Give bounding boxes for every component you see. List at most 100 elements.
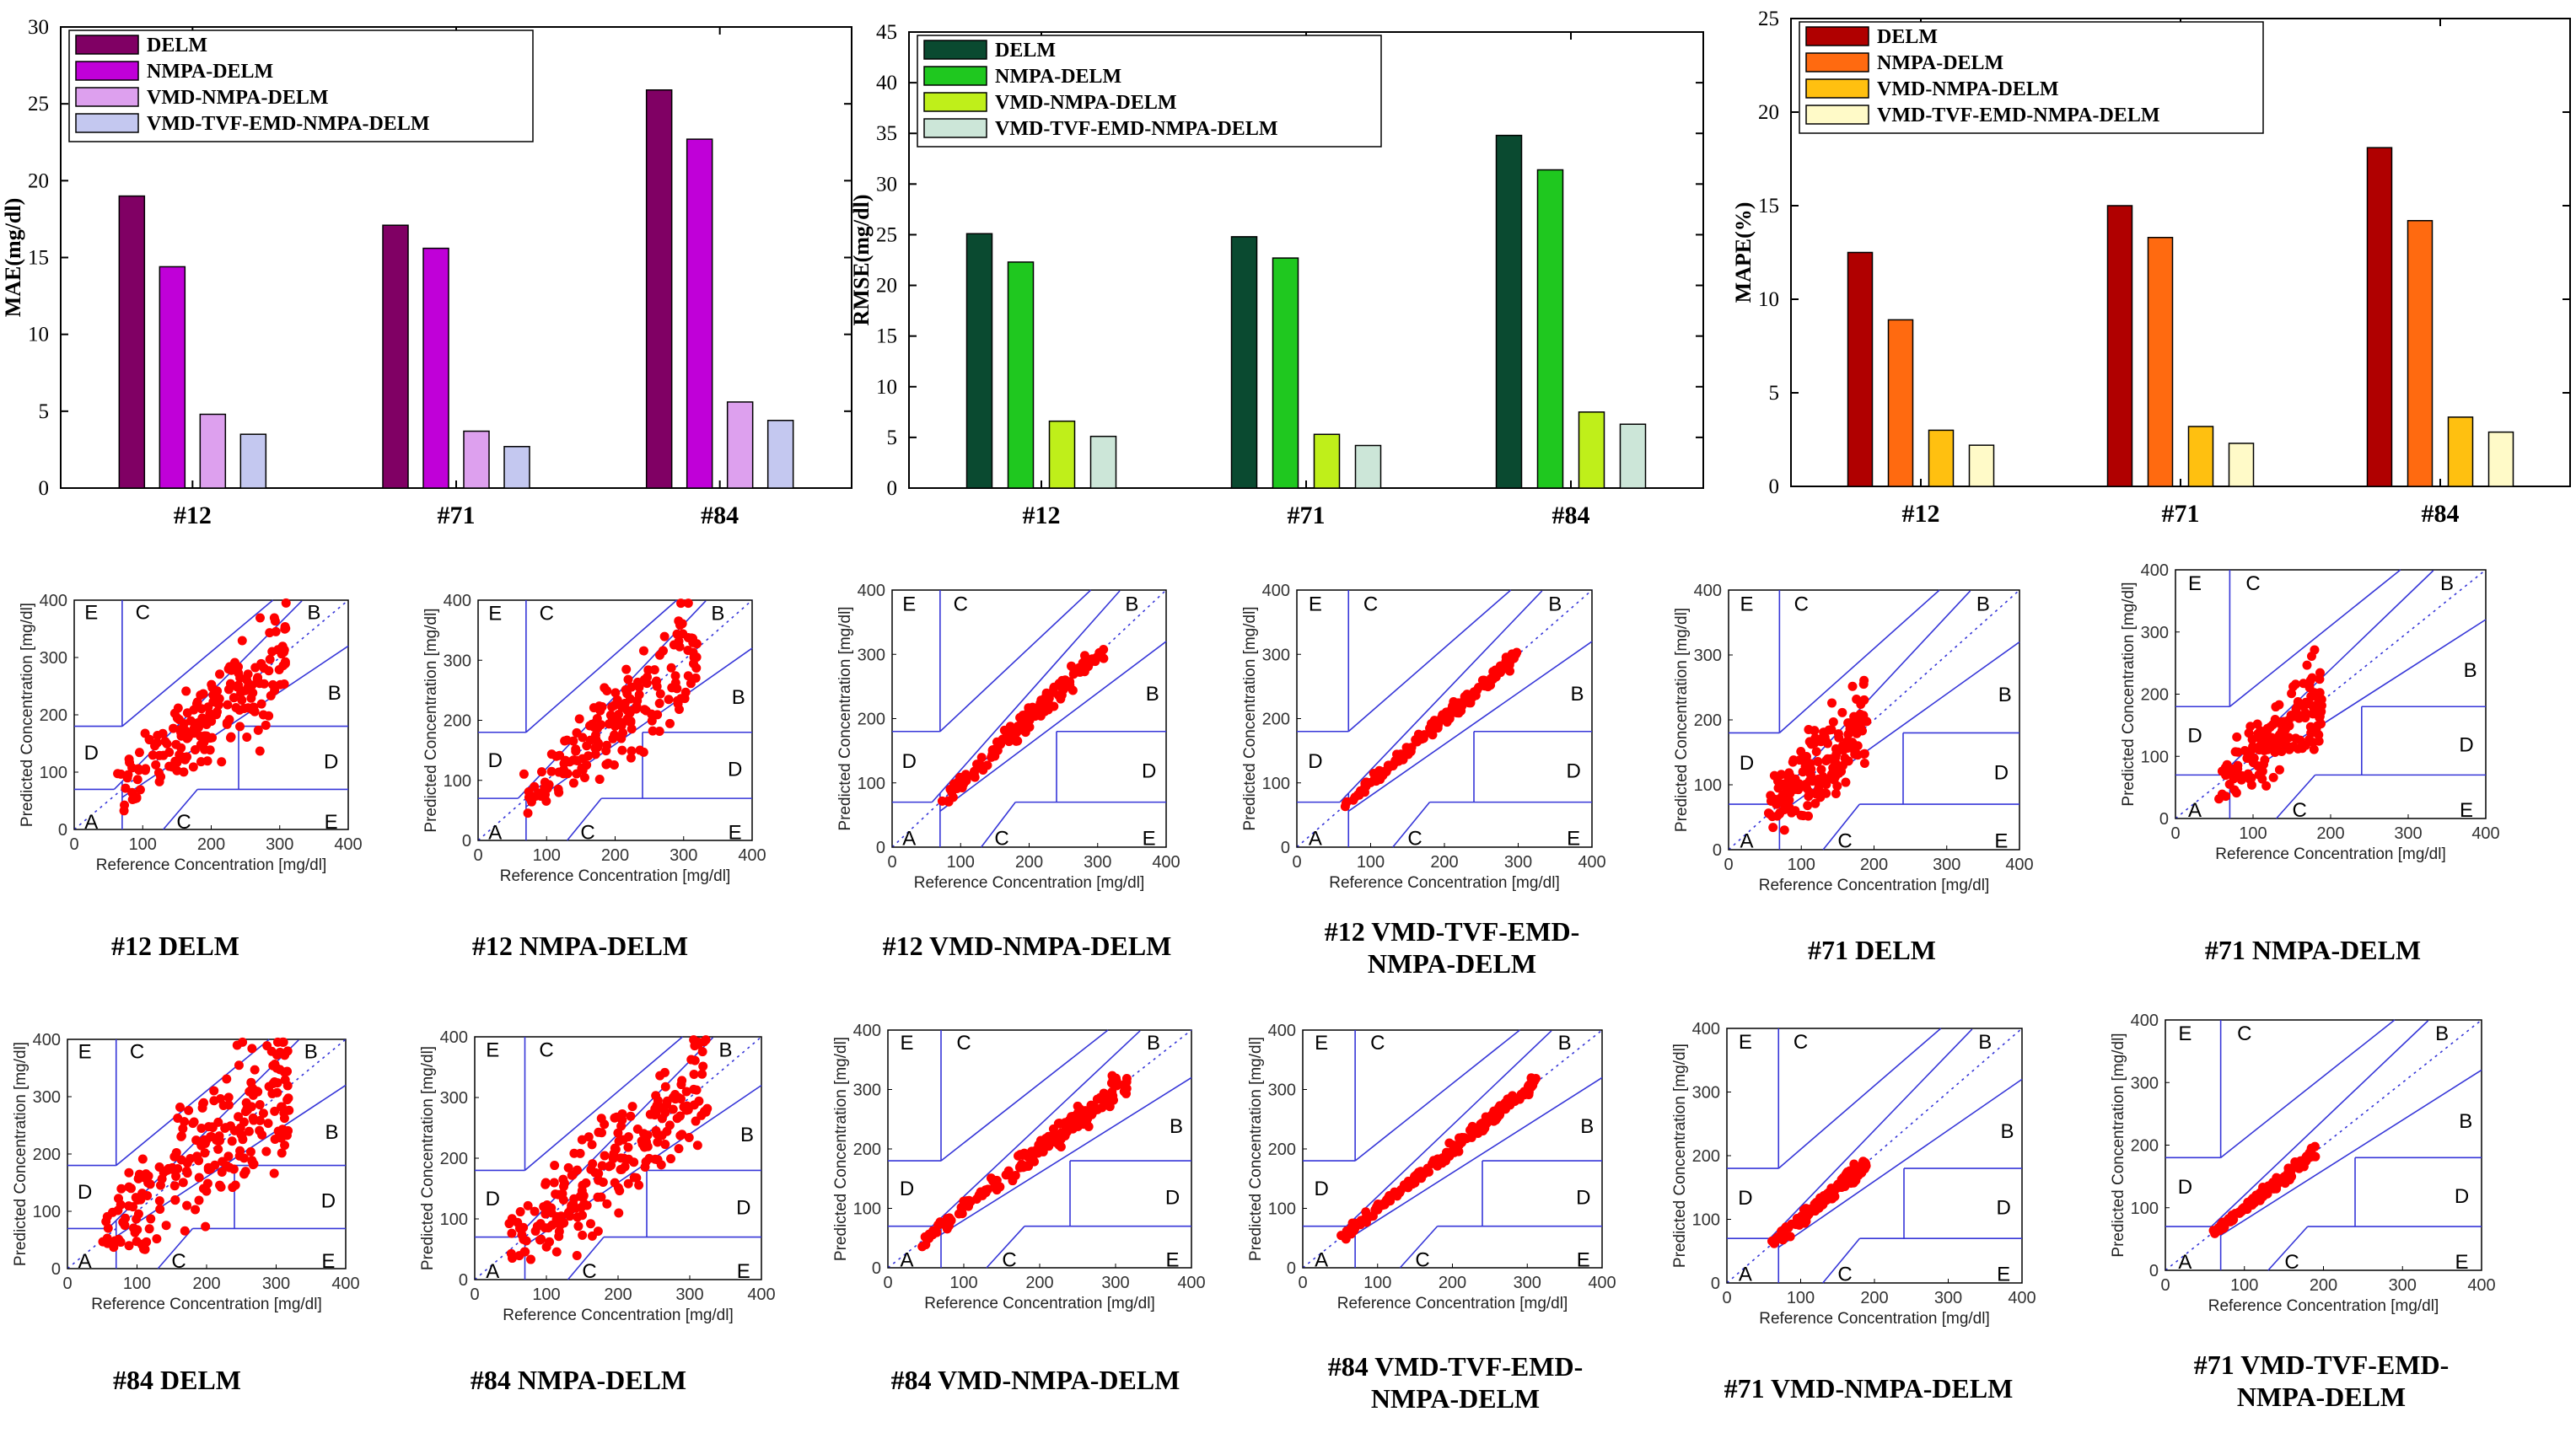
data-point <box>265 628 275 638</box>
x-tick-label: 0 <box>473 846 482 865</box>
data-point <box>156 771 166 781</box>
y-axis-label: Predicted Concentration [mg/dl] <box>836 606 854 830</box>
data-point <box>625 708 635 718</box>
data-point <box>155 1204 165 1214</box>
data-point <box>214 1131 224 1141</box>
x-tick-label: 200 <box>192 1275 220 1293</box>
y-tick-label: 100 <box>440 1210 468 1229</box>
panel-caption: #84 NMPA-DELM <box>471 1365 686 1395</box>
zone-label-e: E <box>2460 799 2473 822</box>
zone-boundary <box>567 1237 605 1280</box>
zone-label-c: C <box>2293 799 2307 822</box>
y-tick-label: 0 <box>39 477 50 500</box>
zone-label-c: C <box>954 593 968 615</box>
data-point <box>1425 723 1435 733</box>
data-point <box>244 1126 254 1136</box>
zone-label-d: D <box>1566 760 1580 783</box>
data-point <box>987 752 997 762</box>
data-point <box>2254 745 2264 755</box>
zone-boundary <box>116 1039 270 1167</box>
zone-label-b: B <box>1976 593 1990 615</box>
data-point <box>135 785 145 795</box>
zone-boundary <box>1354 1029 1520 1162</box>
data-point <box>225 733 235 743</box>
data-point <box>992 745 1003 755</box>
data-point <box>2255 1195 2265 1205</box>
data-point <box>201 1138 211 1148</box>
data-point <box>2305 675 2315 685</box>
data-point <box>114 1194 124 1204</box>
data-point <box>610 700 620 711</box>
x-tick-label: 400 <box>1177 1274 1205 1292</box>
data-point <box>524 786 534 797</box>
zone-label-c: C <box>1407 828 1422 851</box>
panel-caption: #71 VMD-TVF-EMD- <box>2194 1350 2449 1380</box>
bar <box>645 89 673 489</box>
panel-caption: #84 DELM <box>113 1365 241 1395</box>
data-point <box>269 613 279 623</box>
data-point <box>1064 1115 1074 1125</box>
zone-label-e: E <box>737 1260 750 1283</box>
data-point <box>137 1154 148 1164</box>
zone-label-d: D <box>1996 1196 2010 1219</box>
zone-label-c: C <box>539 1039 553 1061</box>
zone-boundary <box>2220 1069 2482 1237</box>
zone-label-b: B <box>304 1041 318 1064</box>
data-point <box>283 1126 293 1136</box>
data-point <box>652 681 662 691</box>
data-point <box>1788 755 1799 765</box>
data-point <box>1859 675 1869 685</box>
data-point <box>623 1132 633 1142</box>
data-point <box>133 1209 143 1219</box>
zone-label-d: D <box>1142 760 1156 783</box>
y-tick-label: 200 <box>1268 1140 1296 1159</box>
data-point <box>530 1206 540 1216</box>
data-point <box>202 1178 212 1189</box>
y-tick-label: 100 <box>2131 1200 2159 1218</box>
y-tick-label: 0 <box>1713 841 1722 860</box>
data-point <box>1804 811 1814 821</box>
identity-line <box>1728 589 2020 851</box>
zone-boundary <box>980 802 1016 848</box>
data-point <box>2304 699 2315 709</box>
y-tick-label: 300 <box>440 1089 468 1108</box>
data-point <box>653 1137 663 1147</box>
category-label: #84 <box>701 502 739 529</box>
y-tick-label: 200 <box>2131 1137 2159 1156</box>
x-tick-label: 200 <box>197 835 225 854</box>
data-point <box>162 1165 172 1175</box>
data-point <box>660 1081 670 1092</box>
data-point <box>2273 717 2283 727</box>
data-point <box>626 1111 636 1121</box>
data-point <box>2295 735 2305 745</box>
zone-label-e: E <box>84 602 98 625</box>
zone-label-b: B <box>2000 1120 2014 1143</box>
y-tick-label: 200 <box>1694 711 1722 730</box>
zone-boundary <box>567 797 602 841</box>
data-point <box>1804 737 1815 747</box>
data-point <box>1413 729 1423 739</box>
y-tick-label: 20 <box>876 275 897 298</box>
bar <box>422 247 449 489</box>
data-point <box>1489 1106 1499 1116</box>
legend-swatch <box>75 61 139 81</box>
data-point <box>567 1170 578 1180</box>
data-point <box>280 1140 290 1151</box>
data-point <box>1001 1170 1011 1180</box>
x-tick-label: 200 <box>2316 824 2344 843</box>
data-point <box>553 784 563 794</box>
zone-boundary <box>1354 1030 1552 1219</box>
data-point <box>536 767 546 777</box>
data-point <box>176 1155 186 1165</box>
data-point <box>124 1241 134 1251</box>
data-point <box>1793 781 1803 792</box>
data-point <box>578 754 588 764</box>
data-point <box>1457 1137 1467 1147</box>
data-point <box>277 641 288 652</box>
data-point <box>614 1136 624 1146</box>
data-point <box>647 716 657 726</box>
x-tick-label: 100 <box>532 1285 560 1304</box>
panel-caption: #84 VMD-TVF-EMD- <box>1328 1351 1583 1382</box>
y-tick-label: 15 <box>876 325 897 348</box>
x-axis-label: Reference Concentration [mg/dl] <box>91 1296 322 1313</box>
